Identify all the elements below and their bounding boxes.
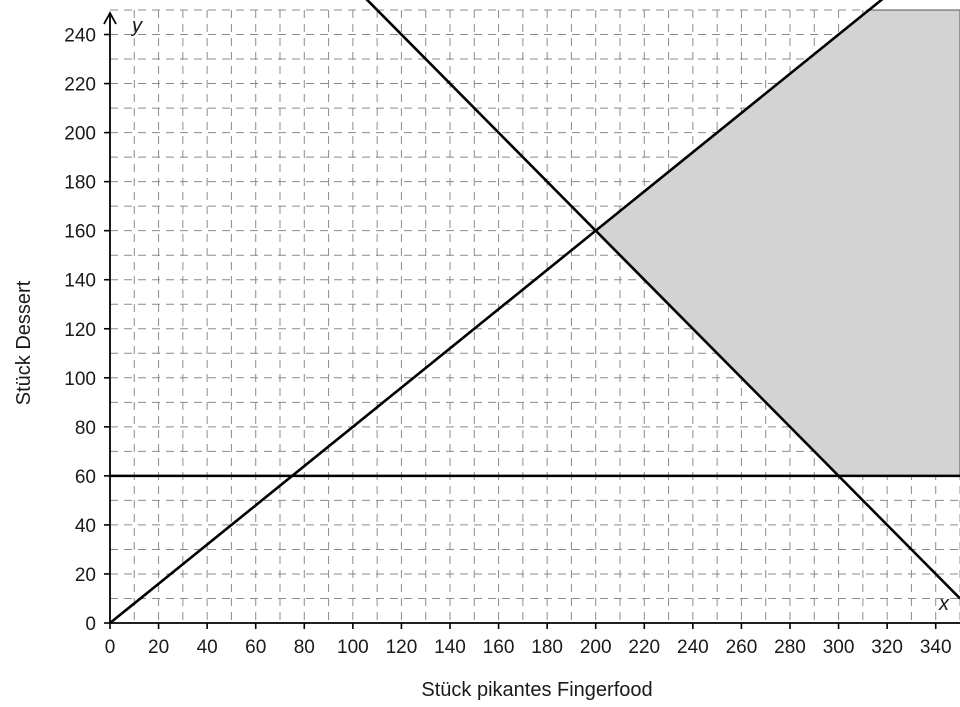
constraint-line-1	[110, 0, 884, 623]
y-tick-label: 180	[64, 173, 96, 194]
constraint-line-3	[365, 0, 960, 600]
y-tick-label: 160	[64, 222, 96, 243]
x-axis-variable: x	[938, 593, 950, 615]
x-tick-label: 140	[434, 637, 466, 658]
constraint-lines	[110, 0, 960, 623]
x-tick-label: 60	[245, 637, 266, 658]
x-tick-label: 180	[531, 637, 563, 658]
x-tick-label: 240	[677, 637, 709, 658]
x-tick-label: 340	[920, 637, 952, 658]
x-tick-label: 100	[337, 637, 369, 658]
axes	[103, 11, 960, 629]
y-tick-label: 0	[85, 614, 96, 635]
y-axis-variable: y	[130, 15, 143, 37]
y-tick-label: 200	[64, 124, 96, 145]
x-tick-label: 220	[628, 637, 660, 658]
y-tick-label: 20	[75, 565, 96, 586]
y-axis-arrow-icon	[103, 11, 117, 25]
x-tick-label: 0	[105, 637, 116, 658]
y-tick-label: 80	[75, 418, 96, 439]
x-tick-label: 320	[871, 637, 903, 658]
x-axis-title: Stück pikantes Fingerfood	[421, 679, 652, 701]
x-tick-label: 120	[386, 637, 418, 658]
grid	[110, 9, 960, 623]
x-tick-label: 40	[197, 637, 218, 658]
x-tick-label: 260	[726, 637, 758, 658]
y-tick-label: 40	[75, 516, 96, 537]
x-tick-label: 160	[483, 637, 515, 658]
y-tick-label: 120	[64, 320, 96, 341]
x-tick-label: 280	[774, 637, 806, 658]
x-tick-label: 20	[148, 637, 169, 658]
y-tick-label: 100	[64, 369, 96, 390]
x-tick-label: 80	[294, 637, 315, 658]
x-tick-label: 300	[823, 637, 855, 658]
feasible-region	[594, 9, 960, 477]
y-tick-label: 220	[64, 75, 96, 96]
feasible-region-group	[594, 9, 960, 477]
y-tick-label: 60	[75, 467, 96, 488]
y-tick-label: 140	[64, 271, 96, 292]
x-tick-label: 200	[580, 637, 612, 658]
y-tick-label: 240	[64, 26, 96, 47]
y-axis-title: Stück Dessert	[13, 280, 35, 405]
tick-labels: 0 20 40 60 80 100 120 140 160 180 200 220 240 260 280 3…	[64, 26, 951, 658]
